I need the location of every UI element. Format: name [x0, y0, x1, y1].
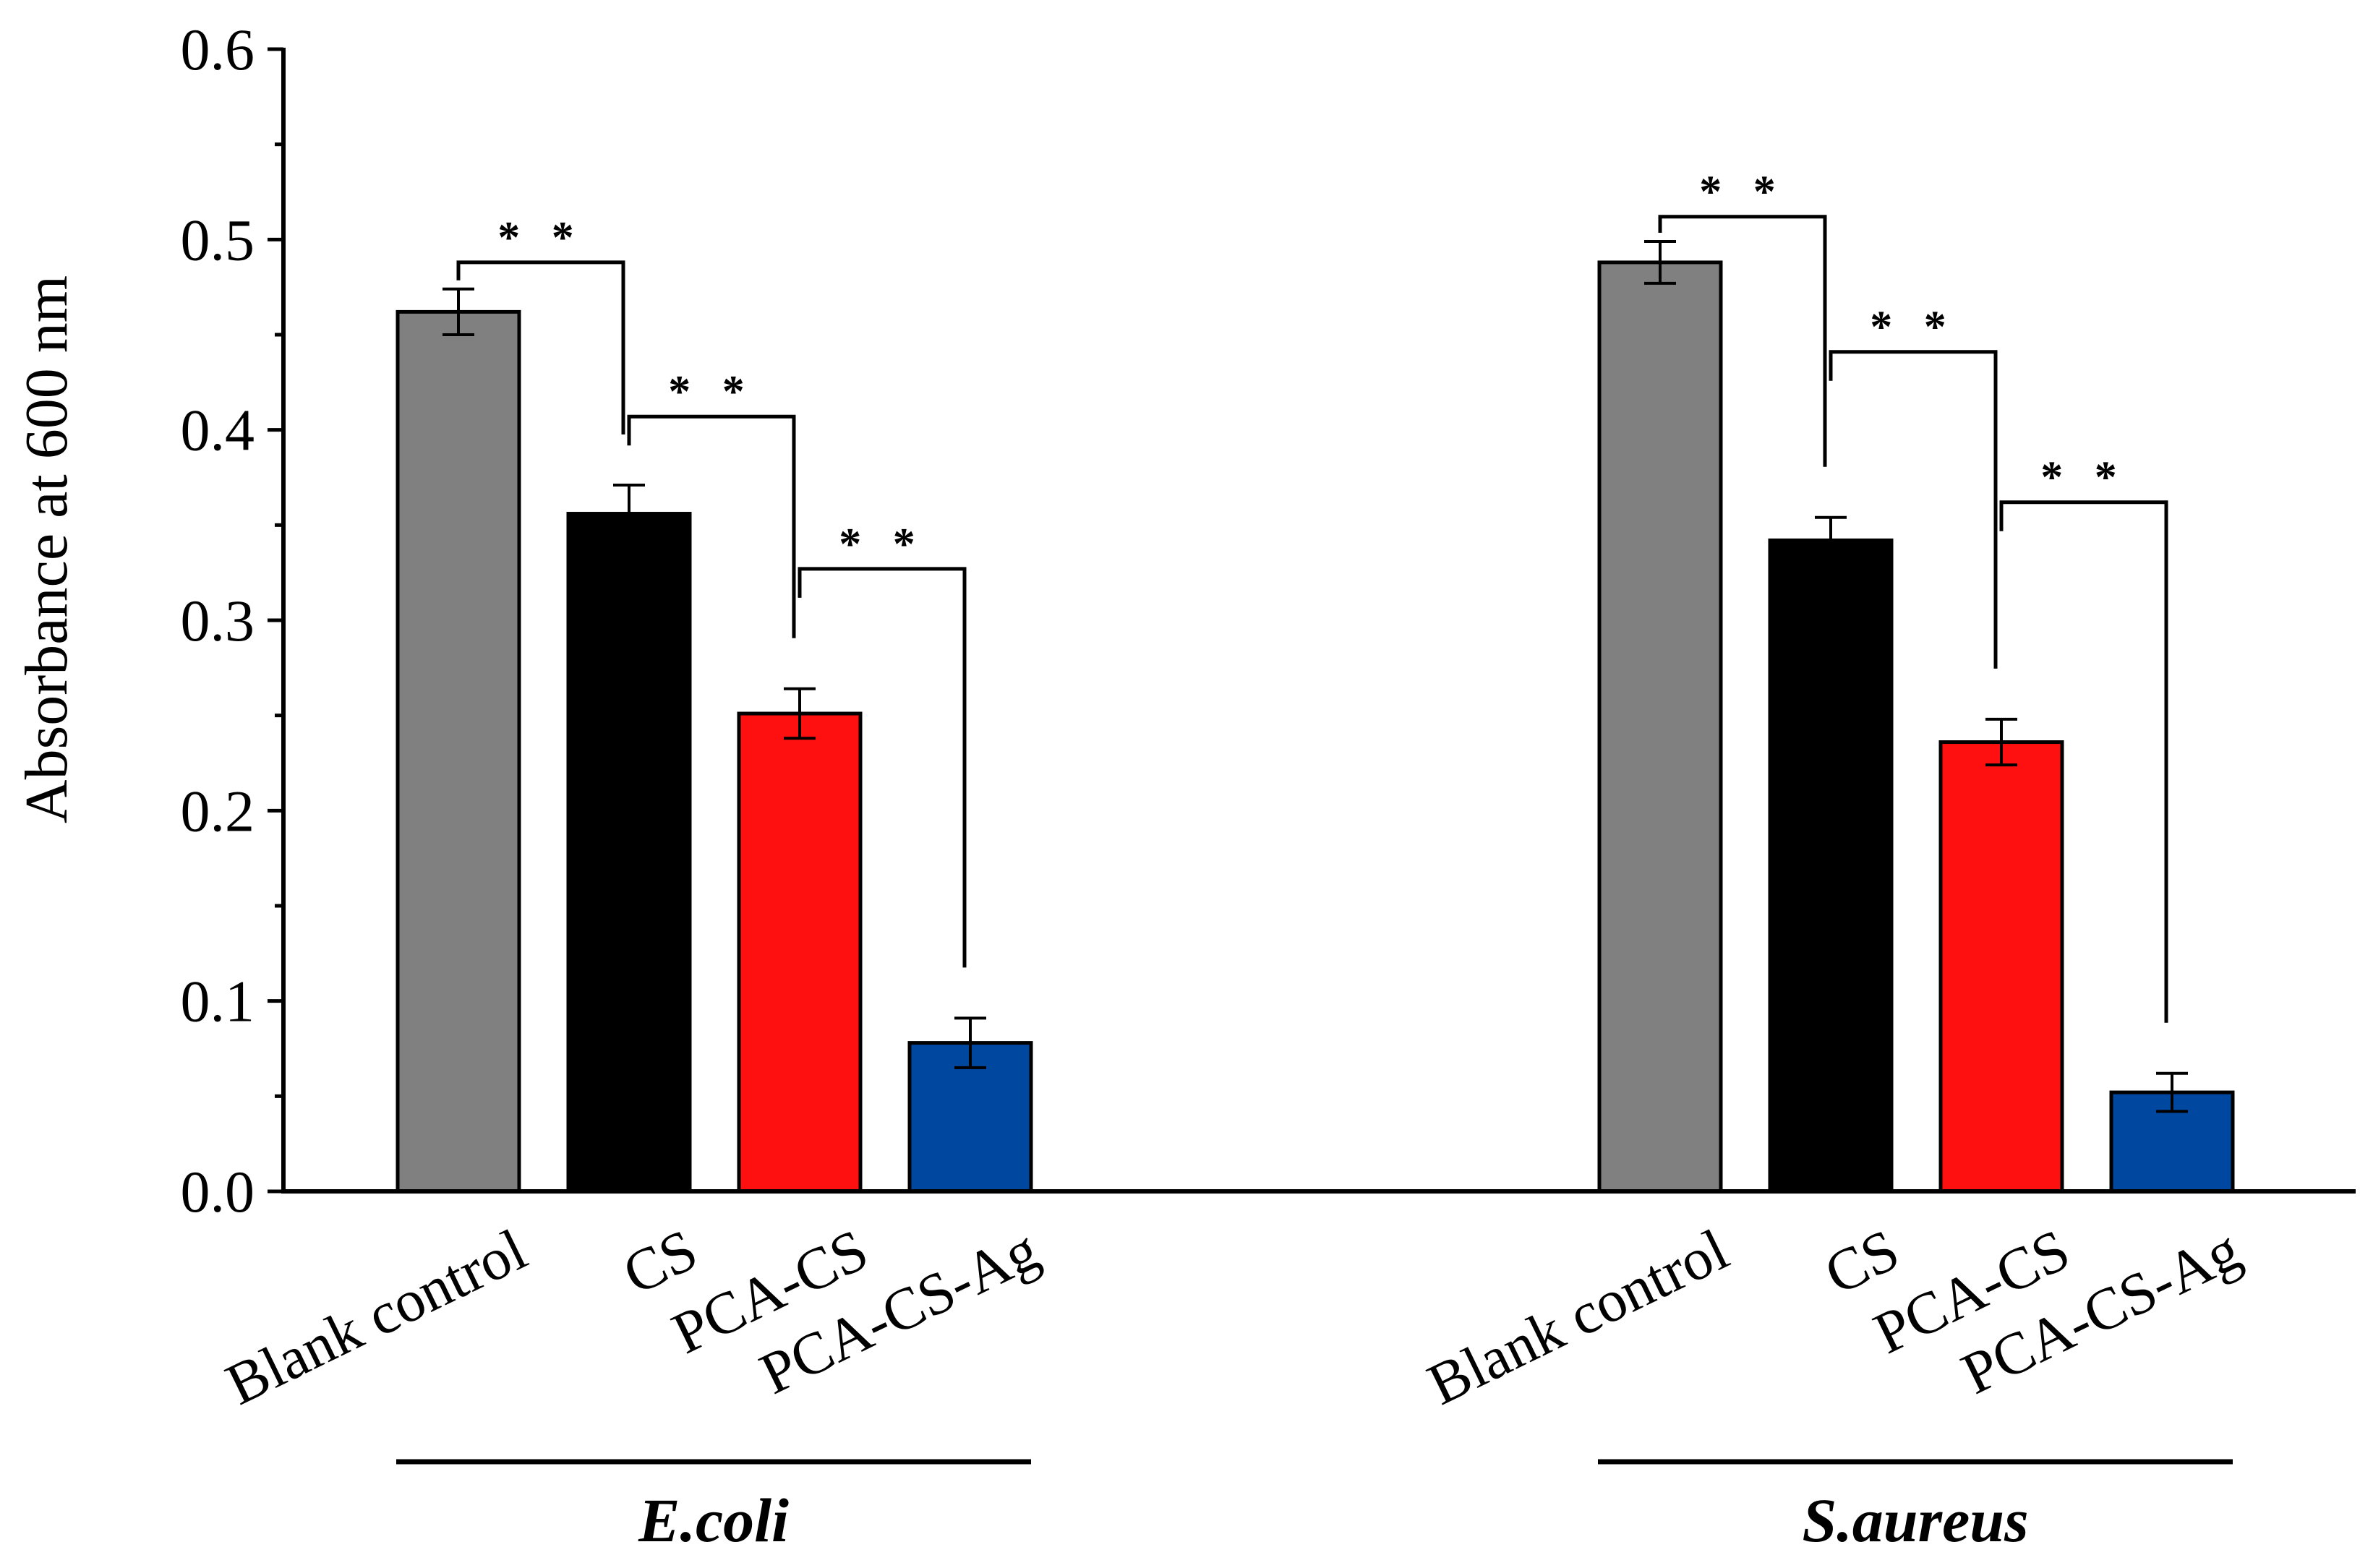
significance-label: * *: [1870, 303, 1957, 352]
y-axis-title: Absorbance at 600 nm: [13, 275, 80, 823]
y-tick-label: 0.6: [181, 17, 255, 82]
y-axis: 0.0 0.1 0.2 0.3 0.4 0.5 0.6: [181, 17, 286, 1225]
significance-bracket: [1658, 215, 1827, 467]
bar: [566, 512, 692, 1194]
significance-label: * *: [497, 213, 584, 262]
significance-label: * *: [839, 520, 925, 569]
y-tick-label: 0.3: [181, 588, 255, 654]
significance-bracket: [1999, 500, 2168, 1023]
bar: [1597, 260, 1723, 1194]
error-bars: [442, 239, 2188, 1113]
bar: [396, 309, 521, 1194]
bars: [396, 260, 2235, 1194]
significance-bracket: [798, 567, 967, 968]
category-label: Blank control: [1418, 1216, 1738, 1417]
significance-label: * *: [1699, 168, 1786, 217]
y-tick-label: 0.5: [181, 207, 255, 273]
group-label: E.coli: [638, 1486, 789, 1555]
significance-bracket: [627, 414, 796, 638]
category-label: Blank control: [216, 1216, 536, 1417]
bar: [1938, 740, 2064, 1194]
y-tick-label: 0.0: [181, 1159, 255, 1225]
significance-bracket: [1829, 350, 1998, 669]
significance-label: * *: [2040, 453, 2127, 502]
y-tick-label: 0.4: [181, 398, 255, 463]
significance-label: * *: [668, 367, 755, 416]
group-labels: E.coli S.aureus: [396, 1459, 2233, 1555]
y-tick-label: 0.2: [181, 778, 255, 844]
bar: [737, 711, 863, 1194]
bar: [1768, 538, 1894, 1194]
significance-brackets: * * * * * * * * * * * *: [456, 168, 2168, 1023]
group-label: S.aureus: [1802, 1486, 2028, 1555]
y-tick-label: 0.1: [181, 969, 255, 1034]
significance-bracket: [456, 260, 625, 435]
